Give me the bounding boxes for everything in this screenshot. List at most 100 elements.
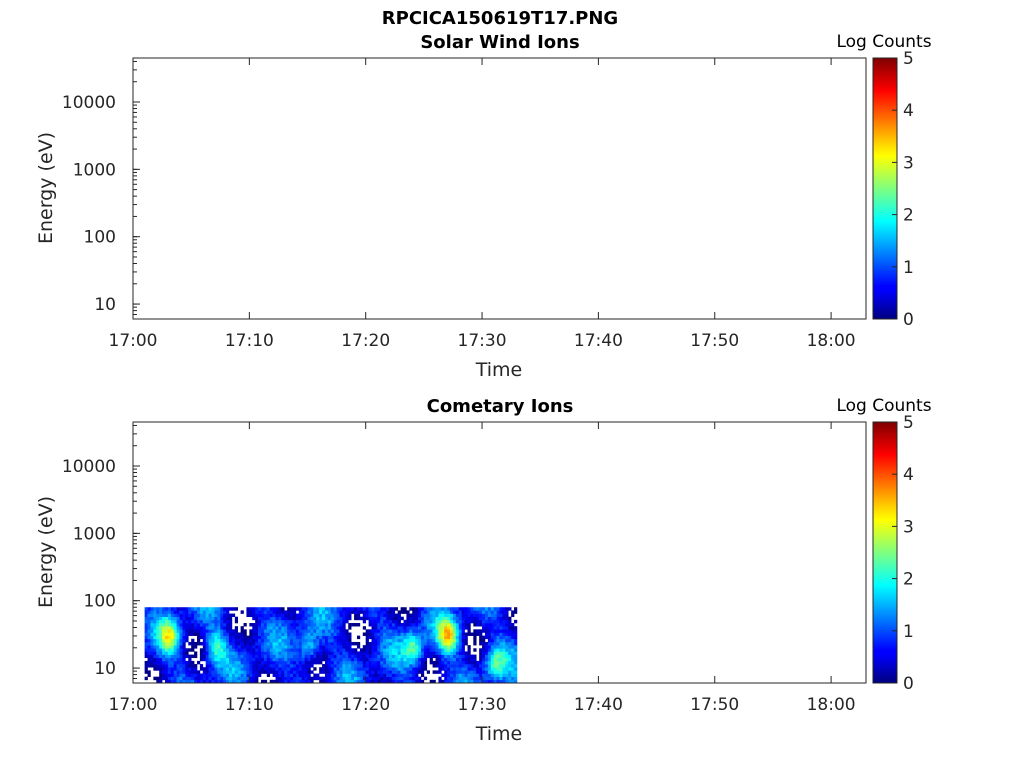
heatmap-cell [234, 679, 239, 684]
heatmap-cell [365, 676, 369, 681]
heatmap-cell [479, 632, 483, 636]
heatmap-cell [269, 664, 273, 668]
heatmap-cell [258, 635, 262, 640]
x-tick-label: 18:00 [807, 695, 856, 715]
heatmap-cell [202, 654, 207, 659]
colorbar-tick-label: 0 [903, 674, 914, 694]
heatmap-cell [354, 660, 358, 665]
x-tick-label: 17:50 [690, 695, 739, 715]
heatmap-cell [243, 641, 247, 646]
heatmap-cell [467, 610, 471, 614]
heatmap-cell [502, 679, 506, 684]
heatmap-cell [304, 676, 308, 681]
heatmap-cell [380, 632, 384, 636]
heatmap-cell [490, 619, 494, 624]
heatmap-cell [461, 613, 465, 618]
heatmap-cell [234, 619, 239, 624]
heatmap-cell [496, 607, 500, 611]
heatmap-cell [304, 626, 308, 630]
heatmap-cell [470, 676, 474, 681]
heatmap-cell [345, 676, 349, 681]
heatmap-cell [418, 641, 422, 646]
heatmap-cell [211, 660, 215, 665]
heatmap-cell [301, 660, 305, 665]
heatmap-cell [386, 638, 390, 643]
heatmap-cell [473, 641, 477, 646]
heatmap-cell [240, 664, 244, 668]
heatmap-cell [412, 673, 416, 677]
heatmap-cell [295, 648, 300, 652]
heatmap-cell [310, 626, 314, 630]
heatmap-cell [223, 667, 227, 671]
heatmap-cell [479, 660, 483, 665]
heatmap-cell [153, 645, 157, 649]
heatmap-cell [319, 610, 323, 614]
heatmap-cell [461, 635, 465, 640]
heatmap-cell [179, 645, 183, 649]
heatmap-cell [162, 641, 166, 646]
heatmap-cell [260, 648, 265, 652]
heatmap-cell [173, 657, 177, 662]
heatmap-cell [287, 651, 291, 655]
heatmap-cell [412, 619, 416, 624]
heatmap-cell [388, 660, 393, 665]
heatmap-cell [211, 616, 215, 621]
heatmap-cell [211, 607, 215, 611]
heatmap-cell [246, 648, 250, 652]
heatmap-cell [383, 610, 387, 614]
heatmap-cell [231, 660, 236, 665]
heatmap-cell [339, 670, 343, 674]
heatmap-cell [467, 613, 471, 618]
heatmap-cell [397, 632, 401, 636]
heatmap-cell [211, 673, 215, 677]
heatmap-cell [228, 635, 233, 640]
heatmap-cell [426, 623, 430, 627]
heatmap-cell [386, 607, 390, 611]
heatmap-cell [194, 676, 198, 681]
heatmap-cell [476, 616, 480, 621]
heatmap-cell [383, 651, 387, 655]
heatmap-cell [348, 673, 352, 677]
heatmap-cell [228, 629, 233, 633]
heatmap-cell [252, 635, 256, 640]
y-tick-label: 100 [84, 228, 116, 248]
heatmap-cell [275, 673, 279, 677]
heatmap-cell [237, 660, 241, 665]
heatmap-cell [452, 613, 457, 618]
heatmap-cell [336, 648, 340, 652]
heatmap-cell [473, 632, 477, 636]
heatmap-cell [324, 664, 329, 668]
heatmap-cell [470, 670, 474, 674]
heatmap-cell [435, 645, 439, 649]
heatmap-cell [403, 641, 407, 646]
heatmap-cell [400, 635, 404, 640]
heatmap-cell [354, 607, 358, 611]
heatmap-cell [275, 660, 279, 665]
heatmap-cell [263, 648, 268, 652]
heatmap-cell [368, 629, 372, 633]
heatmap-cell [327, 629, 332, 633]
heatmap-cell [165, 673, 169, 677]
heatmap-cell [484, 629, 489, 633]
heatmap-cell [170, 623, 175, 627]
heatmap-cell [511, 613, 515, 618]
heatmap-cell [423, 654, 428, 659]
heatmap-cell [388, 676, 393, 681]
heatmap-cell [508, 670, 512, 674]
heatmap-cell [237, 648, 241, 652]
heatmap-cell [406, 670, 410, 674]
heatmap-cell [249, 648, 253, 652]
heatmap-cell [444, 679, 448, 684]
heatmap-cell [423, 651, 428, 655]
heatmap-cell [167, 673, 172, 677]
heatmap-cell [191, 629, 195, 633]
heatmap-cell [374, 632, 378, 636]
heatmap-cell [214, 619, 218, 624]
heatmap-cell [426, 645, 430, 649]
heatmap-cell [284, 641, 288, 646]
heatmap-cell [391, 657, 396, 662]
heatmap-cell [429, 613, 433, 618]
heatmap-cell [371, 667, 375, 671]
heatmap-cell [255, 641, 259, 646]
heatmap-cell [380, 667, 384, 671]
